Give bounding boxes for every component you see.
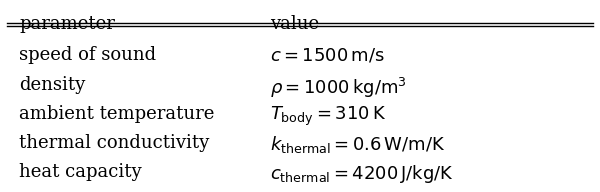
Text: speed of sound: speed of sound xyxy=(19,46,157,65)
Text: ambient temperature: ambient temperature xyxy=(19,105,215,123)
Text: value: value xyxy=(270,15,319,32)
Text: $T_\mathrm{body} = 310\,\mathrm{K}$: $T_\mathrm{body} = 310\,\mathrm{K}$ xyxy=(270,105,386,128)
Text: $k_\mathrm{thermal} = 0.6\,\mathrm{W/m/K}$: $k_\mathrm{thermal} = 0.6\,\mathrm{W/m/K… xyxy=(270,134,446,155)
Text: thermal conductivity: thermal conductivity xyxy=(19,134,209,152)
Text: $c_\mathrm{thermal} = 4200\,\mathrm{J/kg/K}$: $c_\mathrm{thermal} = 4200\,\mathrm{J/kg… xyxy=(270,163,454,185)
Text: parameter: parameter xyxy=(19,15,115,32)
Text: heat capacity: heat capacity xyxy=(19,163,142,181)
Text: $\rho = 1000\,\mathrm{kg/m^3}$: $\rho = 1000\,\mathrm{kg/m^3}$ xyxy=(270,76,407,100)
Text: $c = 1500\,\mathrm{m/s}$: $c = 1500\,\mathrm{m/s}$ xyxy=(270,46,385,65)
Text: density: density xyxy=(19,76,86,94)
